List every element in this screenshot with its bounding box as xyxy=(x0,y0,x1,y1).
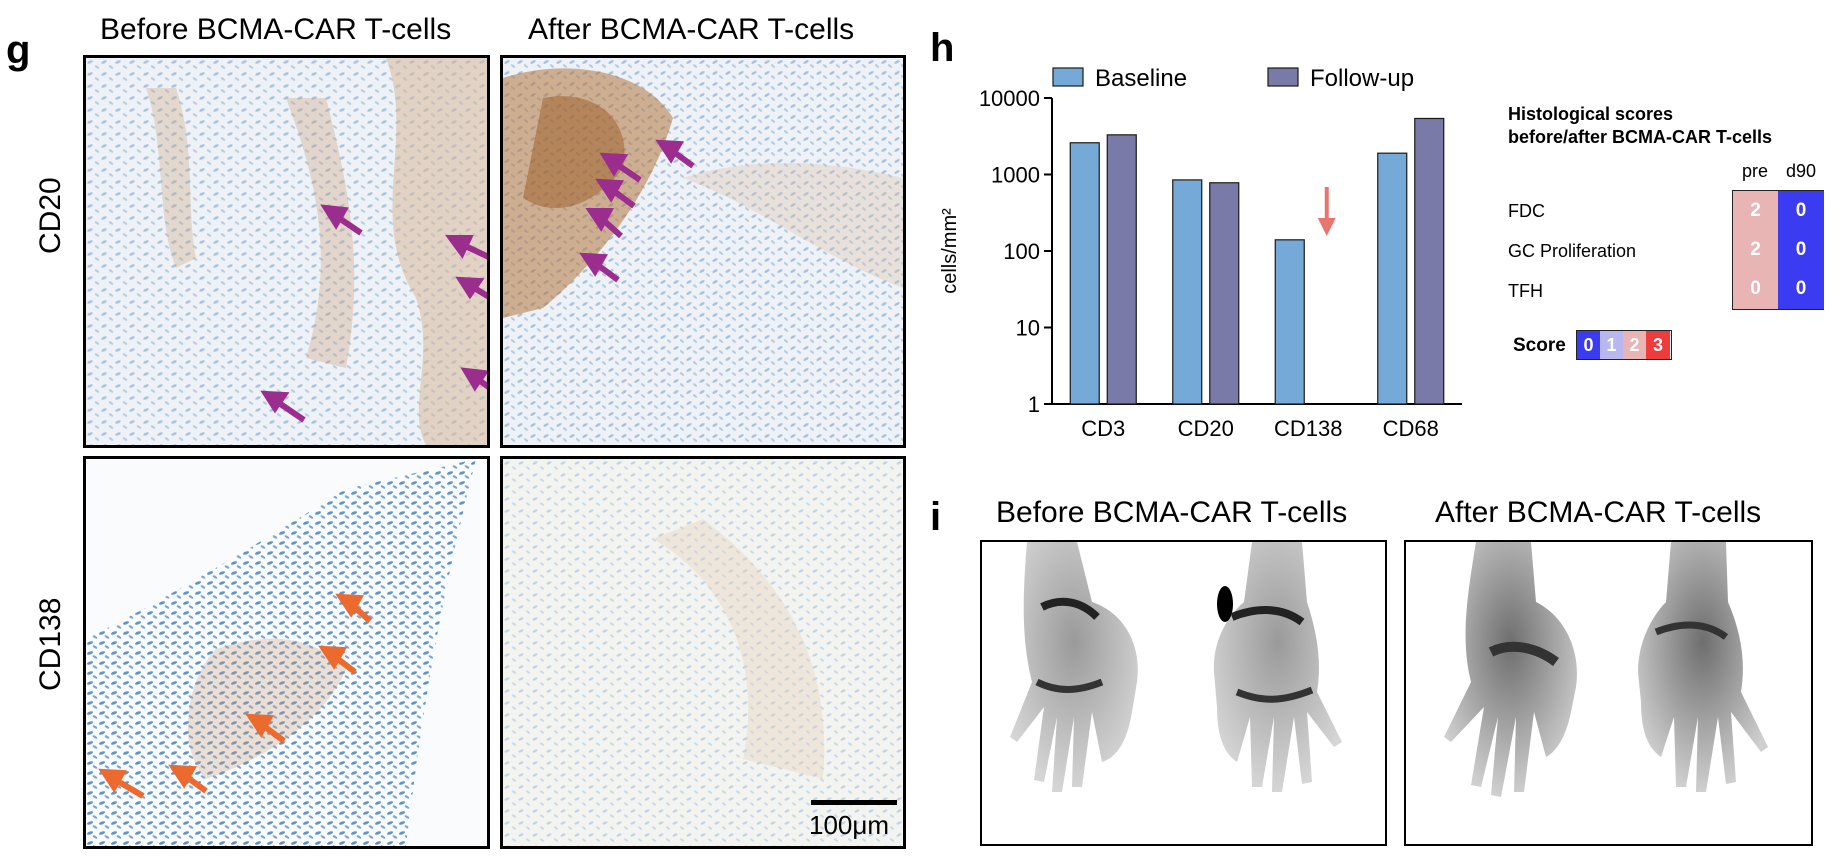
score-legend-0: 0 xyxy=(1577,331,1601,359)
bar-chart: 1 10 100 1000 10000 cells/mm² CD3 CD20 CD138 CD68… xyxy=(939,65,1462,441)
panel-letter-i: i xyxy=(930,495,942,539)
micrograph-cd20-after xyxy=(500,55,906,448)
bar-follow-up-cd68 xyxy=(1414,117,1445,405)
legend-swatch-follow-up xyxy=(1267,67,1299,87)
micrograph-cd138-before xyxy=(83,456,490,849)
row-label-cd138: CD138 xyxy=(34,597,67,691)
arrow-icon xyxy=(98,593,373,799)
legend-label-follow-up: Follow-up xyxy=(1310,65,1414,92)
hist-row-label-fdc: FDC xyxy=(1508,201,1545,221)
arrow-icon xyxy=(260,204,487,423)
panel-g-title-after: After BCMA-CAR T-cells xyxy=(528,13,855,46)
scale-bar-label: 100μm xyxy=(809,810,890,840)
micrograph-cd20-before xyxy=(83,55,490,448)
score-cell-gc-d90: 0 xyxy=(1778,230,1824,270)
x-tick-label: CD20 xyxy=(1178,416,1234,441)
left-hand-icon xyxy=(1010,542,1138,792)
hist-row-label-tfh: TFH xyxy=(1508,281,1543,301)
score-legend-label: Score xyxy=(1513,335,1566,356)
right-hand-icon xyxy=(1638,542,1768,792)
arrow-icon xyxy=(579,139,695,283)
hist-col-pre: pre xyxy=(1741,161,1768,181)
x-tick-label: CD68 xyxy=(1383,416,1439,441)
score-legend-2: 2 xyxy=(1623,331,1647,359)
scale-bar xyxy=(811,800,897,805)
panel-letter-g: g xyxy=(6,28,31,72)
y-tick-label: 10000 xyxy=(979,86,1040,111)
micrograph-cd138-after: 100μm xyxy=(500,456,906,849)
x-tick-label: CD3 xyxy=(1081,416,1125,441)
score-cell-tfh-pre: 0 xyxy=(1733,269,1779,309)
left-hand-icon xyxy=(1444,542,1577,797)
bar-follow-up-cd3 xyxy=(1106,134,1137,405)
bar-baseline-cd68 xyxy=(1377,152,1408,405)
panel-g-title-before: Before BCMA-CAR T-cells xyxy=(100,13,452,46)
hist-title-line2: before/after BCMA-CAR T-cells xyxy=(1508,127,1773,147)
score-table: 2 0 2 0 0 0 xyxy=(1732,190,1824,310)
bar-baseline-cd20 xyxy=(1172,179,1203,405)
panel-letter-h: h xyxy=(930,26,955,70)
y-tick-label: 100 xyxy=(1003,239,1040,264)
legend-swatch-baseline xyxy=(1052,67,1084,87)
y-axis-label: cells/mm² xyxy=(939,208,961,294)
annotation-arrow-head xyxy=(1317,218,1336,236)
score-cell-gc-pre: 2 xyxy=(1733,230,1779,270)
y-tick-label: 1 xyxy=(1028,392,1040,417)
score-cell-fdc-d90: 0 xyxy=(1778,191,1824,231)
row-label-cd20: CD20 xyxy=(34,177,67,254)
hist-title-line1: Histological scores xyxy=(1508,104,1674,124)
score-legend: 0 1 2 3 xyxy=(1576,330,1672,360)
bar-baseline-cd138 xyxy=(1274,239,1305,405)
y-tick-label: 10 xyxy=(1016,316,1040,341)
right-hand-icon xyxy=(1213,542,1342,792)
score-legend-1: 1 xyxy=(1600,331,1624,359)
hist-col-d90: d90 xyxy=(1785,161,1817,181)
pet-scan-before xyxy=(980,540,1387,846)
score-cell-fdc-pre: 2 xyxy=(1733,191,1779,231)
x-tick-label: CD138 xyxy=(1274,416,1342,441)
panel-i-title-after: After BCMA-CAR T-cells xyxy=(1435,496,1762,529)
hist-row-label-gc: GC Proliferation xyxy=(1508,241,1637,261)
legend-label-baseline: Baseline xyxy=(1095,65,1187,92)
score-legend-3: 3 xyxy=(1646,331,1670,359)
y-tick-label: 1000 xyxy=(991,163,1040,188)
bar-baseline-cd3 xyxy=(1069,142,1100,405)
panel-i-title-before: Before BCMA-CAR T-cells xyxy=(996,496,1348,529)
score-cell-tfh-d90: 0 xyxy=(1778,269,1824,309)
pet-scan-after xyxy=(1404,540,1813,846)
bar-follow-up-cd20 xyxy=(1209,182,1240,405)
